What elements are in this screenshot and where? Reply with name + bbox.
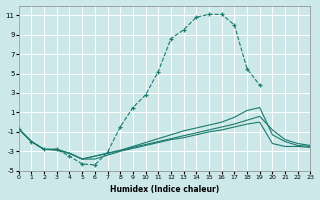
X-axis label: Humidex (Indice chaleur): Humidex (Indice chaleur): [110, 185, 219, 194]
